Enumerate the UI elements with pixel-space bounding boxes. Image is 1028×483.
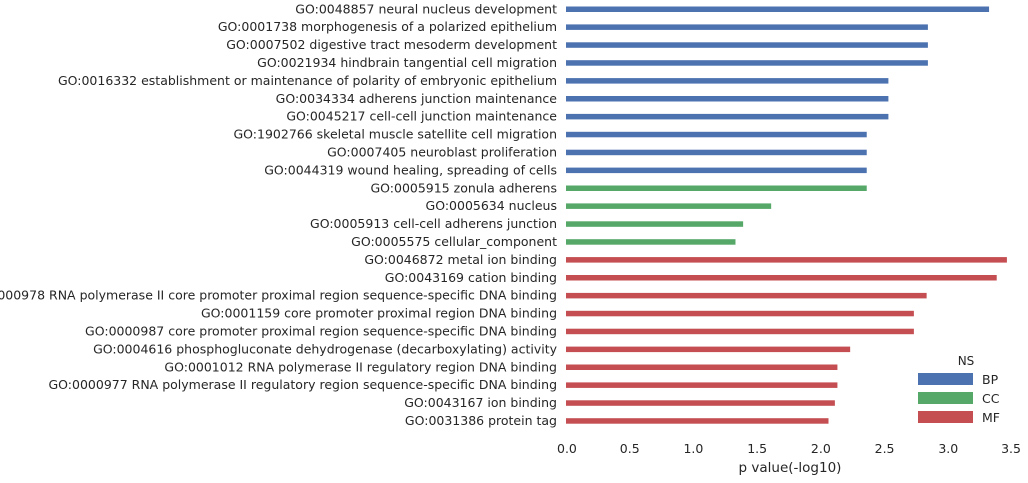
bar-bp: [566, 113, 889, 120]
category-label: GO:0044319 wound healing, spreading of c…: [264, 162, 557, 177]
bar-mf: [566, 275, 997, 281]
bar-mf: [566, 418, 829, 424]
category-label: GO:0043167 ion binding: [404, 395, 557, 410]
bar-bp: [566, 60, 928, 66]
x-tick-label: 1.0: [683, 441, 703, 456]
bars-group: [566, 6, 1007, 424]
category-label: GO:0046872 metal ion binding: [364, 252, 557, 267]
legend-swatch-mf: [918, 411, 973, 423]
category-label: GO:0043169 cation binding: [385, 270, 557, 285]
x-tick-label: 3.5: [1001, 441, 1021, 456]
bar-mf: [566, 382, 838, 388]
x-tick-label: 3.0: [938, 441, 958, 456]
bar-mf: [566, 346, 851, 353]
bar-bp: [566, 149, 867, 156]
bar-mf: [566, 328, 914, 335]
category-label: GO:0007502 digestive tract mesoderm deve…: [226, 37, 557, 52]
category-label: GO:0000978 RNA polymerase II core promot…: [0, 288, 557, 303]
legend-label-bp: BP: [982, 372, 999, 387]
x-tick-label: 0.5: [620, 441, 640, 456]
bar-mf: [566, 400, 835, 406]
bar-cc: [566, 239, 736, 245]
category-label: GO:0005575 cellular_component: [351, 234, 557, 249]
bar-cc: [566, 203, 772, 209]
category-label: GO:0005915 zonula adherens: [370, 180, 557, 195]
bar-bp: [566, 24, 928, 30]
bar-bp: [566, 96, 889, 102]
category-label: GO:0004616 phosphogluconate dehydrogenas…: [93, 341, 558, 356]
bar-cc: [566, 221, 744, 227]
legend: NS BP CC MF: [918, 354, 1000, 425]
x-axis-title: p value(-log10): [739, 460, 842, 476]
bar-bp: [566, 131, 867, 138]
category-label: GO:0034334 adherens junction maintenance: [276, 91, 558, 106]
bar-bp: [566, 6, 990, 12]
bar-bp: [566, 167, 867, 174]
category-labels-group: GO:0048857 neural nucleus development GO:…: [0, 1, 558, 428]
bar-bp: [566, 78, 889, 84]
x-tick-label: 2.0: [811, 441, 831, 456]
bar-mf: [566, 257, 1007, 263]
category-label: GO:0000977 RNA polymerase II regulatory …: [48, 377, 557, 392]
legend-swatch-cc: [918, 392, 973, 404]
category-label: GO:0001012 RNA polymerase II regulatory …: [164, 359, 557, 374]
category-label: GO:0001159 core promoter proximal region…: [201, 306, 557, 321]
bar-mf: [566, 292, 927, 299]
x-tick-label: 1.5: [747, 441, 767, 456]
category-label: GO:0048857 neural nucleus development: [295, 1, 557, 16]
legend-title: NS: [958, 354, 975, 368]
bar-mf: [566, 364, 838, 370]
category-label: GO:0016332 establishment or maintenance …: [58, 73, 557, 88]
x-tick-label: 2.5: [875, 441, 895, 456]
category-label: GO:0031386 protein tag: [405, 413, 557, 428]
bar-bp: [566, 42, 928, 48]
legend-label-cc: CC: [982, 391, 1000, 406]
legend-entries: BP CC MF: [918, 372, 1000, 425]
category-label: GO:0045217 cell-cell junction maintenanc…: [286, 109, 557, 124]
bar-cc: [566, 185, 867, 191]
category-label: GO:0005634 nucleus: [426, 198, 557, 213]
category-label: GO:0001738 morphogenesis of a polarized …: [218, 19, 557, 34]
category-label: GO:0021934 hindbrain tangential cell mig…: [257, 55, 557, 70]
category-label: GO:0007405 neuroblast proliferation: [327, 144, 557, 159]
category-label: GO:0000987 core promoter proximal region…: [85, 323, 557, 338]
legend-swatch-bp: [918, 373, 973, 385]
category-label: GO:1902766 skeletal muscle satellite cel…: [233, 127, 557, 142]
category-label: GO:0005913 cell-cell adherens junction: [310, 216, 557, 231]
bar-mf: [566, 310, 914, 317]
legend-label-mf: MF: [982, 410, 1000, 425]
x-tick-labels-group: 0.0 0.5 1.0 1.5 2.0 2.5 3.0 3.5: [557, 441, 1021, 456]
x-tick-label: 0.0: [557, 441, 577, 456]
